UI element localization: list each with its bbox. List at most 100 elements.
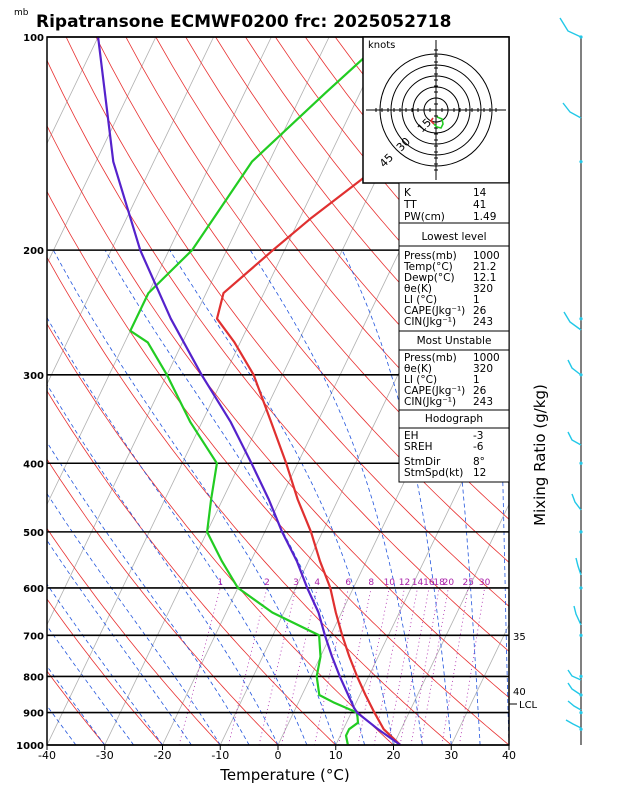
index-label: Temp(°C): [403, 261, 453, 273]
index-label: LI (°C): [404, 294, 437, 306]
temperature-tick-label: 10: [329, 749, 343, 762]
pressure-tick-label: 1000: [16, 741, 44, 752]
x-axis-title: Temperature (°C): [219, 766, 349, 784]
chart-title: Ripatransone ECMWF0200 frc: 2025052718: [36, 12, 451, 32]
index-label: CIN(Jkg⁻¹): [404, 316, 456, 328]
mixing-ratio-line: [314, 587, 349, 745]
wind-barb-station: [579, 461, 583, 465]
index-label: PW(cm): [404, 211, 445, 223]
wind-barb-station: [579, 317, 583, 321]
moist-adiabat: [249, 249, 423, 745]
isotherm: [393, 503, 509, 745]
lcl-label: LCL: [519, 700, 538, 711]
wind-barb-station: [579, 674, 583, 678]
mixing-ratio-label: 20: [443, 578, 455, 588]
moist-adiabat: [47, 665, 106, 745]
index-label: StmDir: [404, 456, 441, 468]
index-label: θe(K): [404, 283, 432, 295]
most-unstable-title: Most Unstable: [417, 335, 492, 347]
index-value: 26: [473, 305, 487, 317]
wind-barb-station: [579, 727, 583, 731]
mixing-ratio-label: 2: [264, 578, 270, 588]
temperature-profile: [215, 61, 509, 745]
wind-barb-station: [579, 586, 583, 590]
index-label: SREH: [404, 441, 433, 453]
mixing-ratio-line: [410, 587, 440, 745]
hodograph-unit: knots: [368, 40, 395, 51]
indices-panel: K 14 TT 41 PW(cm) 1.49 Lowest level Pres…: [398, 182, 510, 483]
mixing-ratio-label: 3: [293, 578, 299, 588]
mixing-ratio-label: 8: [368, 578, 374, 588]
parcel-profile: [97, 37, 402, 745]
index-value: 8°: [473, 456, 485, 468]
moist-adiabat: [47, 583, 163, 745]
wind-barb: [575, 557, 582, 576]
pressure-unit-label: mb: [14, 8, 29, 18]
lowest-level-title: Lowest level: [421, 231, 486, 243]
mixing-ratio-label: 6: [345, 578, 351, 588]
wind-barb: [573, 605, 582, 626]
wind-barb: [562, 102, 582, 119]
index-value: 243: [473, 316, 493, 328]
hodograph: knots 15 30 45: [362, 36, 510, 184]
mixing-ratio-label: 12: [399, 578, 410, 588]
index-value: 26: [473, 385, 487, 397]
wind-barb: [567, 431, 582, 446]
mixing-ratio-line: [281, 587, 318, 745]
moist-adiabat: [47, 383, 279, 745]
dry-adiabat: [47, 323, 394, 745]
pressure-axis: 1000 900 800 700 600 500 400 300 200 100: [16, 33, 44, 752]
mixing-ratio-label: 14: [412, 578, 424, 588]
dry-adiabat: [125, 37, 509, 520]
mixing-ratio-label: 10: [384, 578, 396, 588]
index-label: CAPE(Jkg⁻¹): [404, 305, 465, 317]
index-label: TT: [403, 199, 417, 211]
temperature-tick-label: 40: [502, 749, 516, 762]
wind-barb-station: [579, 530, 583, 534]
mixing-ratio-label: 30: [479, 578, 491, 588]
index-value: 12: [473, 467, 486, 479]
index-value: 12.1: [473, 272, 496, 284]
pressure-tick-label: 500: [23, 528, 44, 539]
wind-barb: [565, 719, 582, 729]
wind-barb-station: [579, 693, 583, 697]
pressure-tick-label: 400: [23, 459, 44, 470]
index-value: 1: [473, 294, 480, 306]
moist-adiabat: [47, 744, 48, 745]
mixing-ratio-label: 25: [462, 578, 473, 588]
dry-adiabat: [47, 390, 337, 745]
index-value: -6: [473, 441, 484, 453]
temperature-tick-label: 0: [275, 749, 282, 762]
indices-box-hodograph: [398, 409, 510, 483]
hodograph-trace-upper: [429, 117, 435, 125]
hodograph-panel-title: Hodograph: [425, 413, 483, 425]
hodograph-ticks: [375, 49, 497, 171]
index-label: θe(K): [404, 363, 432, 375]
wind-barb-station: [579, 711, 583, 715]
moist-adiabat: [341, 249, 452, 745]
mixing-ratio-line: [338, 587, 372, 745]
mixing-ratio-line: [441, 587, 469, 745]
moist-adiabat: [47, 492, 221, 745]
wind-barb: [559, 17, 582, 38]
index-value: 14: [473, 187, 487, 199]
mixing-ratio-label: 1: [217, 578, 223, 588]
mixing-ratio-line: [258, 587, 297, 745]
pressure-tick-label: 100: [23, 33, 44, 44]
mixing-ratio-label: 4: [314, 578, 320, 588]
wind-barb: [567, 359, 582, 376]
index-value: 320: [473, 283, 493, 295]
mixing-ratio-line: [458, 587, 485, 745]
isotherm: [47, 37, 99, 145]
dry-adiabat: [65, 37, 509, 607]
index-value: 1: [473, 374, 480, 386]
pressure-tick-label: 900: [23, 709, 44, 720]
dry-adiabat: [47, 670, 106, 745]
index-label: CIN(Jkg⁻¹): [404, 396, 456, 408]
index-value: 1000: [473, 250, 500, 262]
dry-adiabat: [47, 190, 509, 745]
pressure-tick-label: 300: [23, 371, 44, 382]
indices-box-top: [398, 182, 510, 224]
wind-barb: [567, 682, 582, 696]
temperature-tick-label: 20: [387, 749, 401, 762]
